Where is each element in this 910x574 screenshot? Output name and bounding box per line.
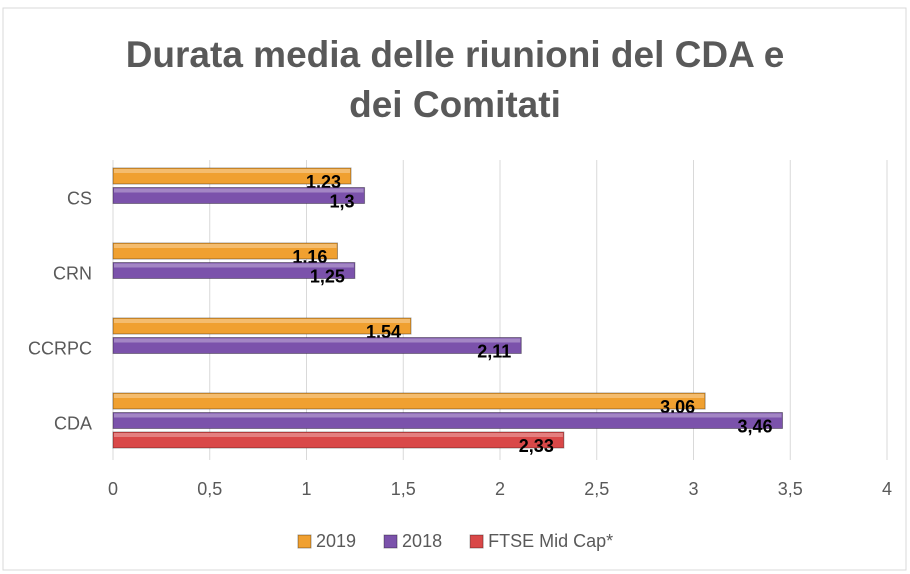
bar: [112, 317, 412, 335]
x-tick-label: 1: [301, 479, 311, 499]
data-label: 3,06: [660, 397, 695, 417]
bar: [112, 167, 352, 185]
bar: [112, 412, 784, 429]
x-tick-label: 2,5: [584, 479, 609, 499]
y-tick-label: CCRPC: [28, 338, 92, 358]
bar: [112, 242, 338, 260]
data-label: 1,23: [306, 172, 341, 192]
legend-swatch: [469, 534, 484, 549]
legend-label: 2018: [402, 531, 442, 551]
data-label: 1,25: [310, 266, 345, 286]
bar-highlight: [114, 319, 410, 323]
bar: [112, 337, 522, 354]
y-tick-label: CDA: [54, 413, 92, 433]
y-tick-label: CRN: [53, 263, 92, 283]
bar-highlight: [114, 169, 351, 173]
bar-highlight: [114, 244, 337, 248]
bar-highlight: [114, 188, 364, 193]
legend-label: FTSE Mid Cap*: [488, 531, 613, 551]
data-label: 2,33: [519, 436, 554, 456]
data-label: 1,3: [330, 191, 355, 211]
bar: [112, 262, 356, 279]
legend-swatch: [297, 534, 312, 549]
x-tick-label: 2: [495, 479, 505, 499]
bar-highlight: [114, 263, 354, 268]
x-tick-label: 0,5: [197, 479, 222, 499]
x-tick-label: 3,5: [778, 479, 803, 499]
bar: [112, 392, 706, 410]
bar-highlight: [114, 394, 705, 398]
data-label: 1,16: [292, 247, 327, 267]
x-tick-label: 0: [108, 479, 118, 499]
bar-highlight: [114, 413, 782, 418]
chart-border: [2, 7, 907, 571]
x-tick-label: 4: [882, 479, 892, 499]
y-tick-label: CS: [67, 188, 92, 208]
bar-highlight: [114, 338, 521, 343]
legend-label: 2019: [316, 531, 356, 551]
x-tick-label: 1,5: [391, 479, 416, 499]
bar-highlight: [114, 433, 563, 437]
bar: [112, 187, 366, 204]
data-label: 2,11: [477, 341, 511, 361]
chart-title: Durata media delle riunioni del CDA e de…: [125, 34, 785, 125]
data-label: 3,46: [737, 416, 772, 436]
legend-swatch: [383, 534, 398, 549]
bar: [112, 431, 565, 449]
x-tick-label: 3: [688, 479, 698, 499]
data-label: 1,54: [366, 322, 401, 342]
